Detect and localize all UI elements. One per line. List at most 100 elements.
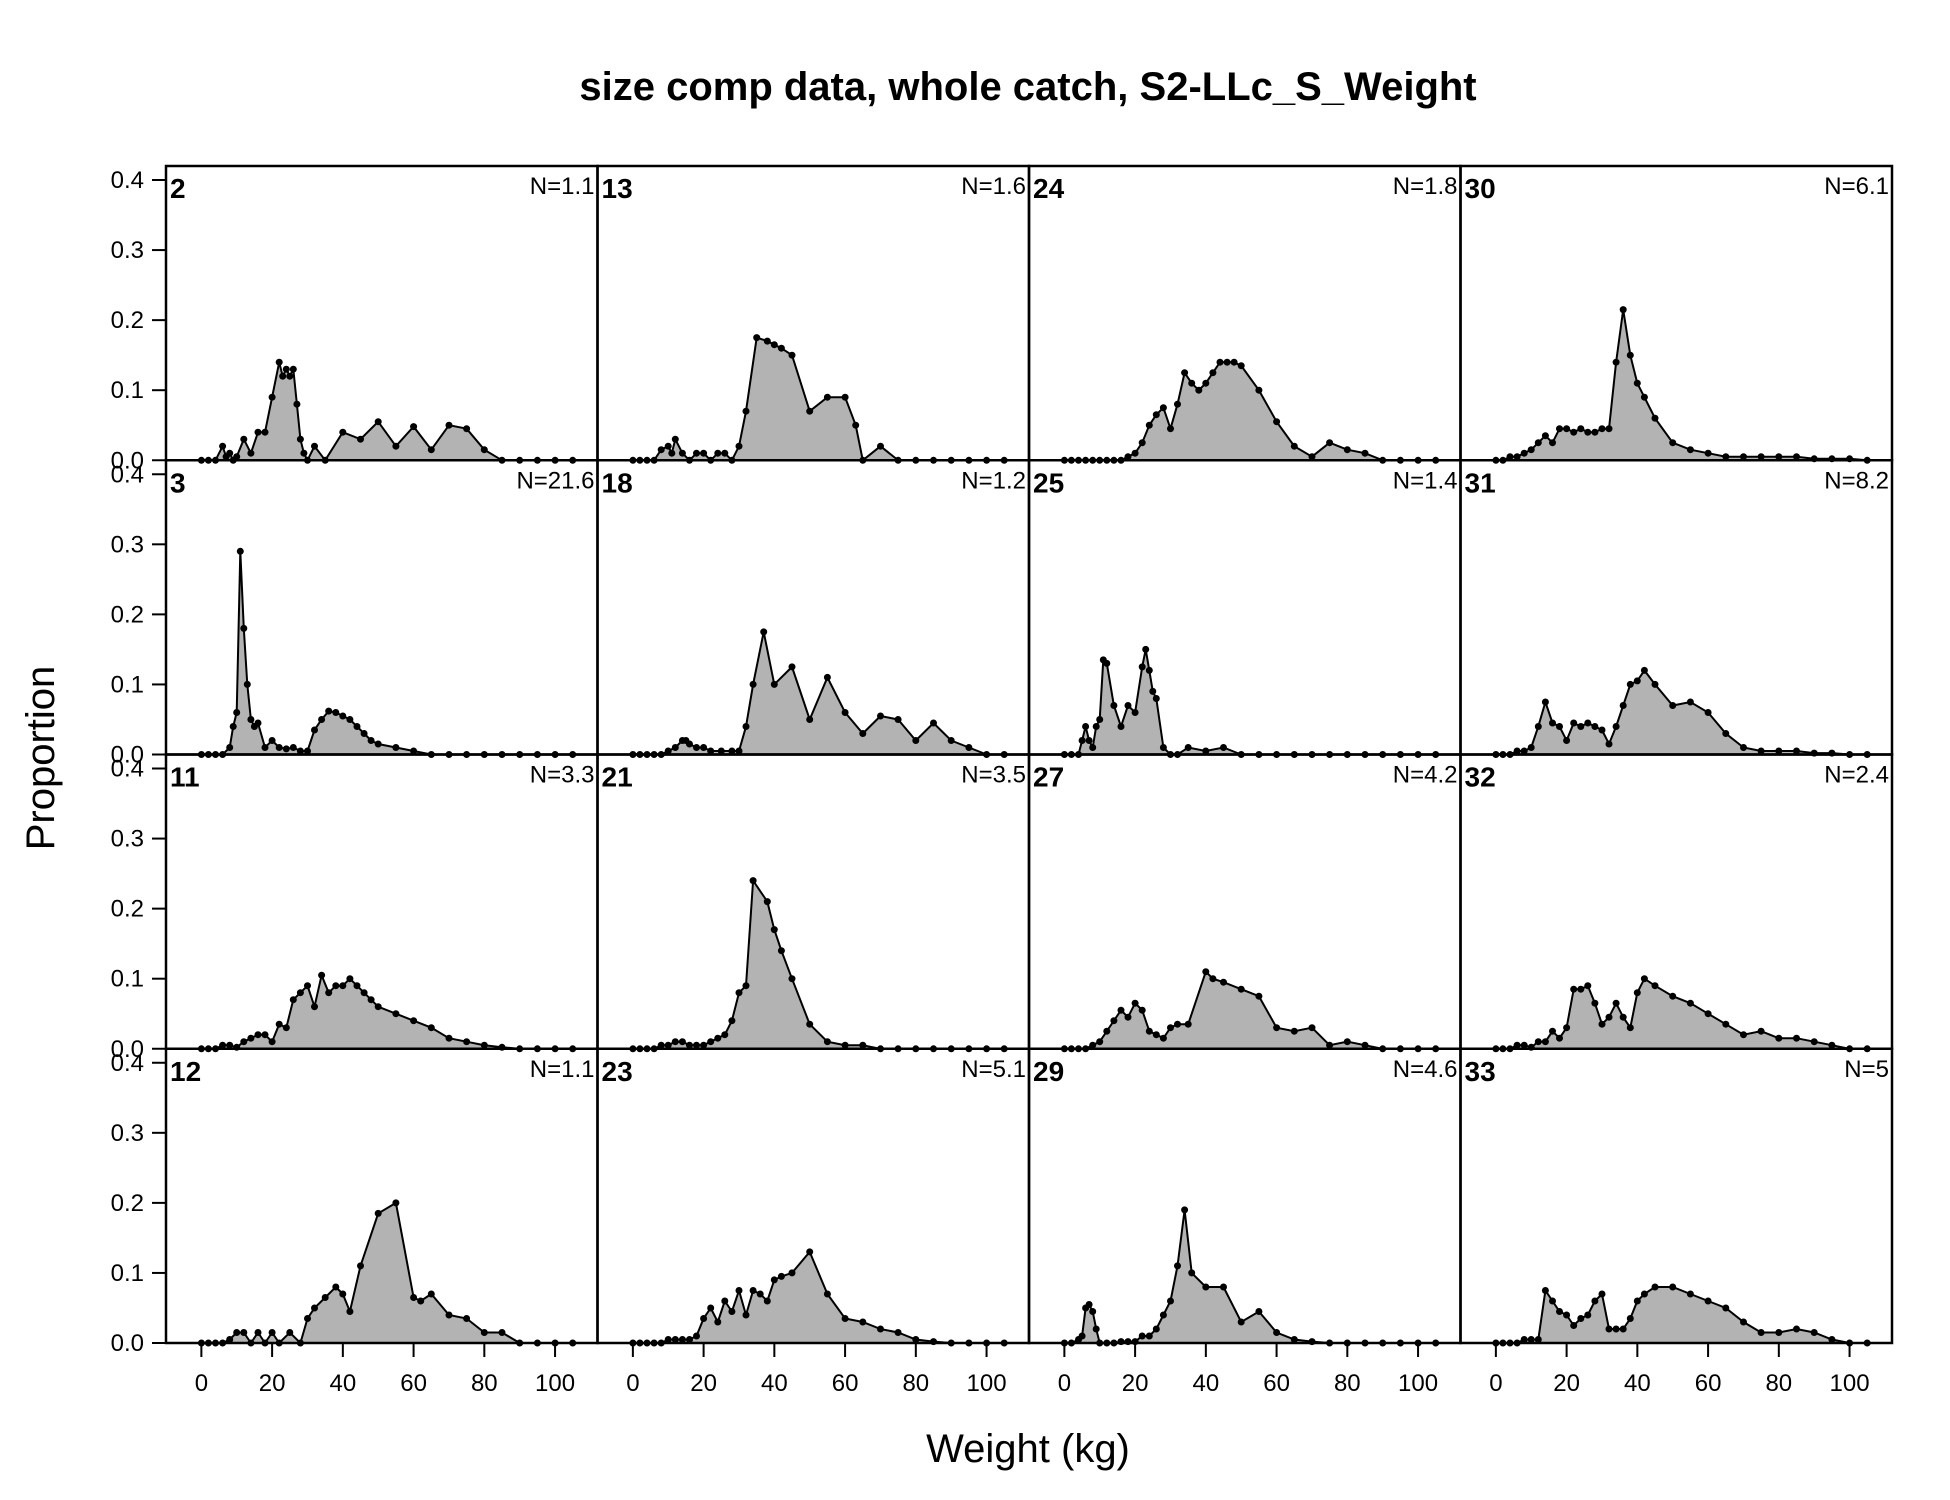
area-fill-24 <box>1064 362 1436 461</box>
data-point <box>728 1017 736 1025</box>
data-point <box>877 712 884 720</box>
data-point <box>1138 439 1146 447</box>
data-point <box>1612 723 1620 730</box>
data-point <box>671 435 679 443</box>
data-point <box>1584 428 1592 436</box>
data-point <box>1541 698 1549 706</box>
x-tick-label: 80 <box>471 1370 498 1397</box>
area-fill-18 <box>632 631 1005 755</box>
data-point <box>480 1329 488 1336</box>
panel-frame-29 <box>1027 1047 1462 1345</box>
panel-id-label: 18 <box>602 467 633 498</box>
data-point <box>1152 411 1160 419</box>
data-point <box>1078 1332 1086 1340</box>
data-point <box>300 449 308 457</box>
data-point <box>1131 709 1139 716</box>
data-point <box>1159 404 1167 412</box>
area-fill-31 <box>1495 670 1868 755</box>
panel-3: 3 N=21.6 <box>164 459 599 758</box>
data-point <box>498 1329 506 1336</box>
data-point <box>311 1003 318 1011</box>
data-point <box>777 344 785 352</box>
panel-31: 31 N=8.2 <box>1459 459 1894 758</box>
data-point <box>254 1329 262 1336</box>
data-point <box>1273 1329 1281 1336</box>
y-tick-label: 0.0 <box>111 1330 144 1357</box>
x-tick-label: 20 <box>1553 1370 1580 1397</box>
data-point <box>1326 439 1334 447</box>
data-point <box>823 1038 831 1046</box>
y-tick-label: 0.0 <box>111 742 144 769</box>
data-point <box>664 1041 672 1049</box>
data-point <box>332 982 340 990</box>
data-point <box>268 1038 276 1046</box>
data-point <box>1793 747 1800 755</box>
data-point <box>247 716 255 723</box>
data-point <box>728 747 736 755</box>
data-point <box>1361 1041 1369 1049</box>
data-point <box>445 1311 453 1319</box>
data-point <box>1237 362 1245 370</box>
panel-n-label: N=21.6 <box>516 467 594 494</box>
y-tick-label: 0.4 <box>111 1050 144 1077</box>
data-point <box>749 1287 757 1294</box>
x-tick-label: 0 <box>626 1370 639 1397</box>
data-point <box>1757 1027 1765 1035</box>
data-point <box>1145 1027 1153 1035</box>
data-point <box>1598 1020 1606 1028</box>
data-point <box>965 744 973 751</box>
data-point <box>1184 1020 1192 1028</box>
data-point <box>275 1020 283 1028</box>
data-point <box>1591 428 1599 436</box>
data-point <box>1167 425 1174 433</box>
x-axis-label: Weight (kg) <box>926 1427 1130 1471</box>
data-point <box>678 1336 686 1343</box>
data-point <box>1740 1031 1747 1039</box>
data-point <box>360 730 368 737</box>
data-point <box>693 449 700 457</box>
y-tick-label: 0.4 <box>111 756 144 783</box>
data-point <box>700 744 708 751</box>
data-point <box>1640 666 1648 674</box>
data-point <box>1563 1311 1571 1319</box>
data-point <box>1506 453 1514 461</box>
data-point <box>367 737 375 744</box>
data-point <box>770 680 778 688</box>
panel-id-label: 29 <box>1033 1056 1064 1087</box>
data-point <box>1605 1013 1613 1021</box>
data-point <box>753 334 761 342</box>
panel-n-label: N=1.4 <box>1393 467 1458 494</box>
data-point <box>1145 666 1153 674</box>
data-point <box>392 744 400 751</box>
data-point <box>1577 985 1585 993</box>
data-point <box>1563 425 1571 433</box>
data-point <box>714 1318 722 1326</box>
data-point <box>1793 1034 1800 1042</box>
data-point <box>1612 1325 1620 1333</box>
data-point <box>1103 659 1111 667</box>
area-fill-27 <box>1064 971 1436 1049</box>
data-point <box>1828 1336 1836 1343</box>
data-point <box>1722 453 1730 461</box>
panel-id-label: 21 <box>602 762 633 793</box>
data-point <box>1220 1283 1227 1291</box>
area-fill-3 <box>201 551 573 755</box>
data-point <box>480 446 488 454</box>
data-point <box>275 358 283 366</box>
data-point <box>1775 747 1783 755</box>
data-point <box>1078 737 1086 744</box>
panel-id-label: 27 <box>1033 762 1064 793</box>
data-point <box>671 1336 679 1343</box>
data-point <box>1686 1290 1694 1298</box>
data-point <box>1541 432 1549 440</box>
x-tick-label: 60 <box>400 1370 427 1397</box>
data-point <box>788 975 796 983</box>
data-point <box>1669 992 1677 1000</box>
y-tick-label: 0.1 <box>111 1260 144 1287</box>
data-point <box>841 709 849 716</box>
data-point <box>930 719 937 727</box>
data-point <box>346 716 354 723</box>
data-point <box>1308 1024 1316 1032</box>
data-point <box>841 393 849 401</box>
data-point <box>1793 1325 1800 1333</box>
